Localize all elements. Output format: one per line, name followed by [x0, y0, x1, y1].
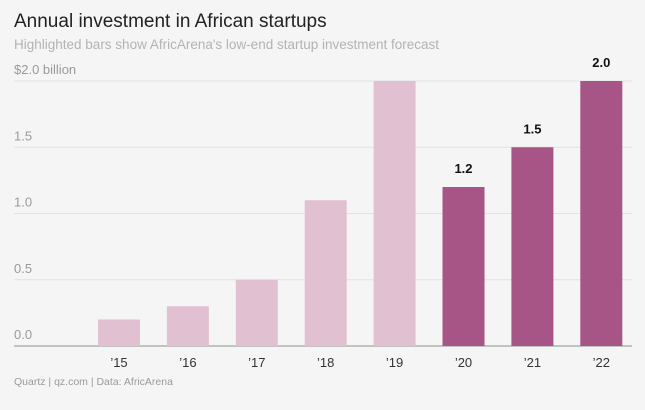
chart-title: Annual investment in African startups	[14, 11, 327, 32]
bar-19	[373, 81, 416, 346]
x-tick-label: ’20	[455, 355, 472, 370]
y-tick-label: 0.0	[14, 327, 32, 342]
y-tick-label: $2.0 billion	[14, 62, 76, 77]
y-tick-label: 1.0	[14, 195, 32, 210]
chart-source-footer: Quartz | qz.com | Data: AfricArena	[14, 376, 173, 388]
y-tick-label: 0.5	[14, 261, 32, 276]
data-label: 1.2	[454, 161, 472, 176]
bar-20	[442, 187, 485, 346]
bar-21	[511, 147, 554, 346]
bar-15	[98, 319, 140, 346]
x-tick-label: ’22	[593, 355, 610, 370]
data-label: 1.5	[523, 121, 541, 136]
x-tick-label: ’17	[248, 355, 265, 370]
x-tick-label: ’19	[386, 355, 403, 370]
x-tick-label: ’18	[317, 355, 334, 370]
chart-subtitle: Highlighted bars show AfricArena's low-e…	[14, 37, 440, 52]
y-tick-label: 1.5	[14, 128, 32, 143]
bar-17	[235, 279, 278, 346]
x-tick-label: ’16	[179, 355, 196, 370]
x-tick-label: ’21	[524, 355, 541, 370]
bar-18	[304, 200, 347, 346]
data-label: 2.0	[592, 55, 610, 70]
bar-22	[580, 81, 623, 346]
x-tick-label: ’15	[110, 355, 127, 370]
bar-16	[166, 306, 209, 346]
